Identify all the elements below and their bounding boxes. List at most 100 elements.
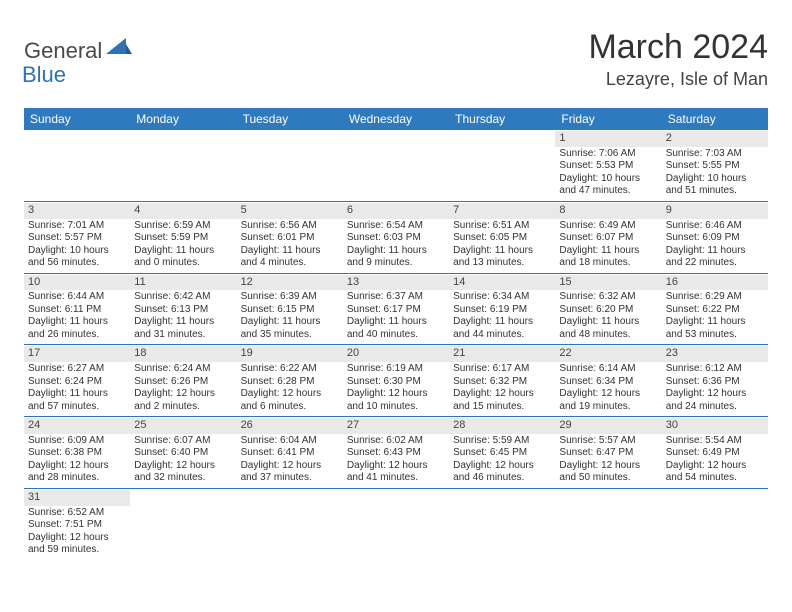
sunrise-text: Sunrise: 5:57 AM: [559, 435, 657, 448]
daylight-text: Daylight: 12 hours and 28 minutes.: [28, 460, 126, 485]
empty-cell: [662, 489, 768, 560]
day-cell: 17Sunrise: 6:27 AMSunset: 6:24 PMDayligh…: [24, 345, 130, 416]
sunset-text: Sunset: 6:03 PM: [347, 232, 445, 245]
day-cell: 15Sunrise: 6:32 AMSunset: 6:20 PMDayligh…: [555, 274, 661, 345]
sunset-text: Sunset: 6:15 PM: [241, 304, 339, 317]
sunrise-text: Sunrise: 6:46 AM: [666, 220, 764, 233]
logo: General: [24, 36, 134, 65]
sunrise-text: Sunrise: 6:04 AM: [241, 435, 339, 448]
sunrise-text: Sunrise: 6:24 AM: [134, 363, 232, 376]
day-number: 9: [662, 203, 768, 219]
empty-cell: [130, 130, 236, 201]
sunrise-text: Sunrise: 6:02 AM: [347, 435, 445, 448]
day-cell: 18Sunrise: 6:24 AMSunset: 6:26 PMDayligh…: [130, 345, 236, 416]
sunset-text: Sunset: 5:53 PM: [559, 160, 657, 173]
empty-cell: [449, 489, 555, 560]
empty-cell: [555, 489, 661, 560]
sunset-text: Sunset: 6:40 PM: [134, 447, 232, 460]
calendar: SundayMondayTuesdayWednesdayThursdayFrid…: [24, 108, 768, 560]
day-cell: 9Sunrise: 6:46 AMSunset: 6:09 PMDaylight…: [662, 202, 768, 273]
week-row: 1Sunrise: 7:06 AMSunset: 5:53 PM Daylight…: [24, 130, 768, 202]
day-number: 22: [555, 346, 661, 362]
weekday-saturday: Saturday: [662, 108, 768, 130]
sunset-text: Sunset: 6:32 PM: [453, 376, 551, 389]
day-number: 25: [130, 418, 236, 434]
sunrise-text: Sunrise: 6:59 AM: [134, 220, 232, 233]
daylight-text: Daylight: 11 hours and 44 minutes.: [453, 316, 551, 341]
daylight-text: Daylight: 12 hours and 2 minutes.: [134, 388, 232, 413]
sunrise-text: Sunrise: 6:44 AM: [28, 291, 126, 304]
day-number: 15: [555, 275, 661, 291]
daylight-text: Daylight: 11 hours and 40 minutes.: [347, 316, 445, 341]
day-cell: 11Sunrise: 6:42 AMSunset: 6:13 PMDayligh…: [130, 274, 236, 345]
day-cell: 1Sunrise: 7:06 AMSunset: 5:53 PMDaylight…: [555, 130, 661, 201]
empty-cell: [237, 130, 343, 201]
daylight-text: Daylight: 10 hours and 51 minutes.: [666, 173, 764, 198]
day-cell: 23Sunrise: 6:12 AMSunset: 6:36 PMDayligh…: [662, 345, 768, 416]
sunrise-text: Sunrise: 6:34 AM: [453, 291, 551, 304]
day-cell: 10Sunrise: 6:44 AMSunset: 6:11 PMDayligh…: [24, 274, 130, 345]
day-cell: 19Sunrise: 6:22 AMSunset: 6:28 PMDayligh…: [237, 345, 343, 416]
week-row: 31Sunrise: 6:52 AMSunset: 7:51 PMDayligh…: [24, 489, 768, 560]
weekday-wednesday: Wednesday: [343, 108, 449, 130]
day-number: 20: [343, 346, 449, 362]
sunset-text: Sunset: 6:28 PM: [241, 376, 339, 389]
sunset-text: Sunset: 6:19 PM: [453, 304, 551, 317]
sunset-text: Sunset: 6:34 PM: [559, 376, 657, 389]
sunrise-text: Sunrise: 6:51 AM: [453, 220, 551, 233]
day-cell: 30Sunrise: 5:54 AMSunset: 6:49 PMDayligh…: [662, 417, 768, 488]
empty-cell: [343, 130, 449, 201]
day-cell: 27Sunrise: 6:02 AMSunset: 6:43 PMDayligh…: [343, 417, 449, 488]
sunset-text: Sunset: 5:55 PM: [666, 160, 764, 173]
day-number: 1: [555, 131, 661, 147]
sunset-text: Sunset: 7:51 PM: [28, 519, 126, 532]
day-number: 5: [237, 203, 343, 219]
sunrise-text: Sunrise: 5:59 AM: [453, 435, 551, 448]
daylight-text: Daylight: 11 hours and 13 minutes.: [453, 245, 551, 270]
month-title: March 2024: [588, 28, 768, 67]
day-cell: 14Sunrise: 6:34 AMSunset: 6:19 PMDayligh…: [449, 274, 555, 345]
empty-cell: [237, 489, 343, 560]
day-number: 3: [24, 203, 130, 219]
day-number: 4: [130, 203, 236, 219]
daylight-text: Daylight: 11 hours and 26 minutes.: [28, 316, 126, 341]
daylight-text: Daylight: 12 hours and 41 minutes.: [347, 460, 445, 485]
sunset-text: Sunset: 5:57 PM: [28, 232, 126, 245]
sunset-text: Sunset: 6:17 PM: [347, 304, 445, 317]
sunrise-text: Sunrise: 7:06 AM: [559, 148, 657, 161]
sunset-text: Sunset: 6:47 PM: [559, 447, 657, 460]
daylight-text: Daylight: 12 hours and 50 minutes.: [559, 460, 657, 485]
empty-cell: [24, 130, 130, 201]
day-number: 27: [343, 418, 449, 434]
weekday-tuesday: Tuesday: [237, 108, 343, 130]
day-number: 6: [343, 203, 449, 219]
day-cell: 4Sunrise: 6:59 AMSunset: 5:59 PMDaylight…: [130, 202, 236, 273]
day-cell: 25Sunrise: 6:07 AMSunset: 6:40 PMDayligh…: [130, 417, 236, 488]
daylight-text: Daylight: 11 hours and 22 minutes.: [666, 245, 764, 270]
daylight-text: Daylight: 12 hours and 32 minutes.: [134, 460, 232, 485]
day-number: 17: [24, 346, 130, 362]
day-number: 11: [130, 275, 236, 291]
sunrise-text: Sunrise: 6:07 AM: [134, 435, 232, 448]
sunrise-text: Sunrise: 5:54 AM: [666, 435, 764, 448]
day-cell: 2Sunrise: 7:03 AMSunset: 5:55 PMDaylight…: [662, 130, 768, 201]
daylight-text: Daylight: 11 hours and 0 minutes.: [134, 245, 232, 270]
sunset-text: Sunset: 6:01 PM: [241, 232, 339, 245]
daylight-text: Daylight: 12 hours and 46 minutes.: [453, 460, 551, 485]
day-cell: 20Sunrise: 6:19 AMSunset: 6:30 PMDayligh…: [343, 345, 449, 416]
day-cell: 6Sunrise: 6:54 AMSunset: 6:03 PMDaylight…: [343, 202, 449, 273]
day-number: 10: [24, 275, 130, 291]
day-cell: 5Sunrise: 6:56 AMSunset: 6:01 PMDaylight…: [237, 202, 343, 273]
day-number: 30: [662, 418, 768, 434]
sunrise-text: Sunrise: 6:54 AM: [347, 220, 445, 233]
week-row: 17Sunrise: 6:27 AMSunset: 6:24 PMDayligh…: [24, 345, 768, 417]
day-number: 29: [555, 418, 661, 434]
sunset-text: Sunset: 6:24 PM: [28, 376, 126, 389]
daylight-text: Daylight: 10 hours and 56 minutes.: [28, 245, 126, 270]
day-number: 23: [662, 346, 768, 362]
daylight-text: Daylight: 11 hours and 18 minutes.: [559, 245, 657, 270]
sunset-text: Sunset: 6:41 PM: [241, 447, 339, 460]
sunrise-text: Sunrise: 6:29 AM: [666, 291, 764, 304]
logo-text-blue: Blue: [22, 62, 66, 87]
daylight-text: Daylight: 11 hours and 35 minutes.: [241, 316, 339, 341]
